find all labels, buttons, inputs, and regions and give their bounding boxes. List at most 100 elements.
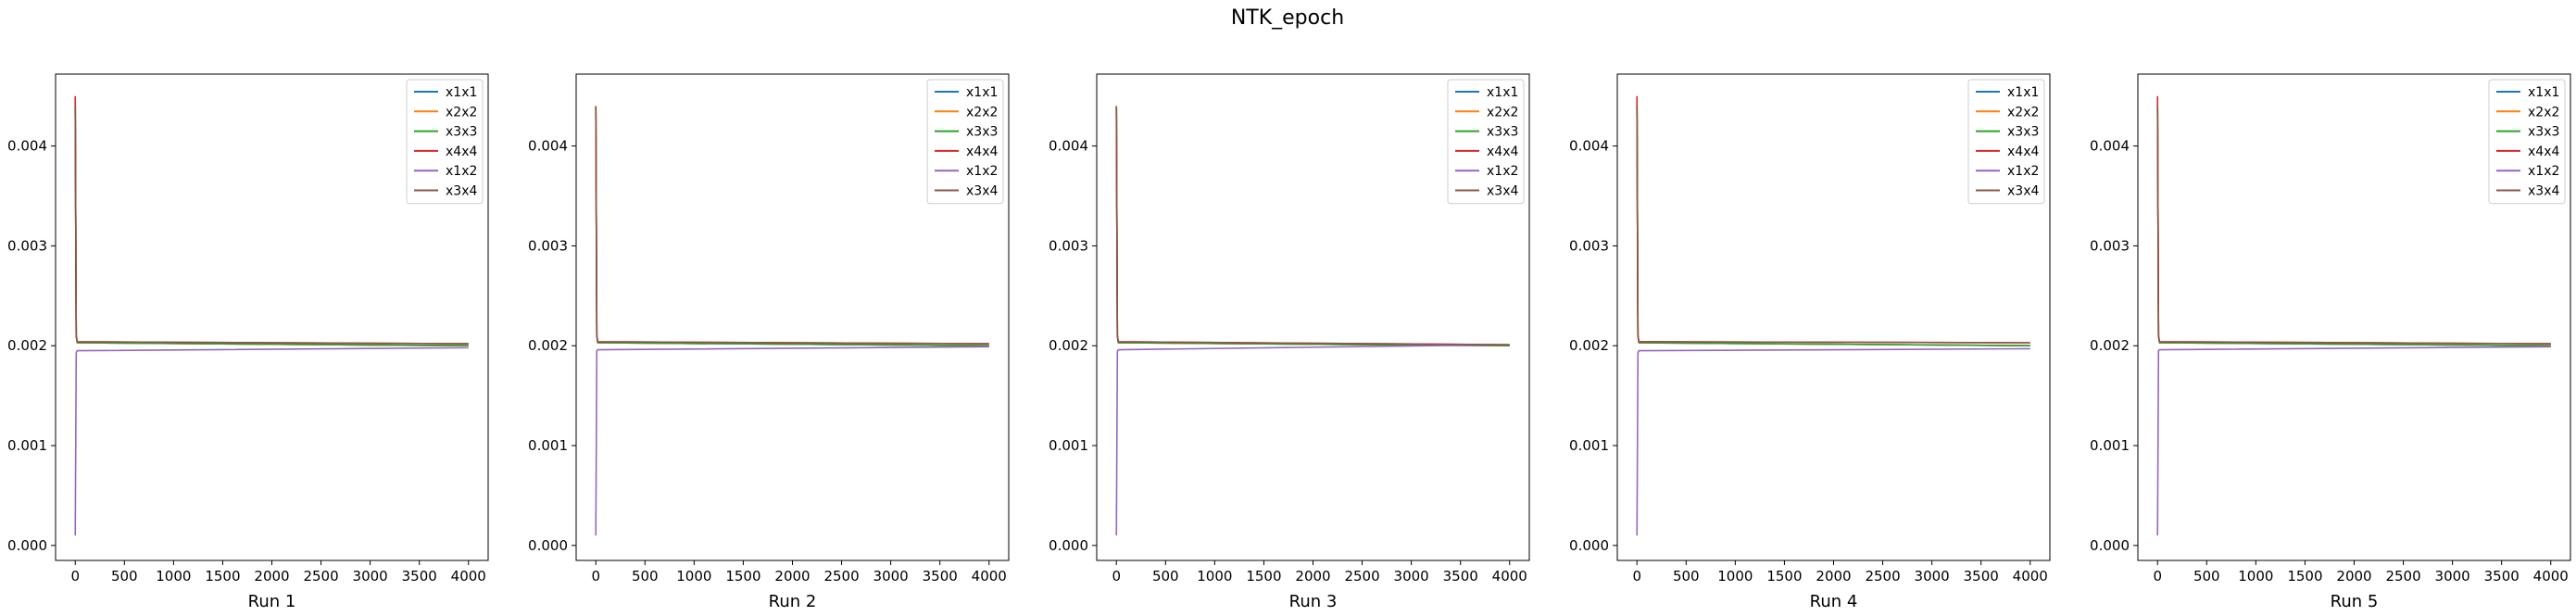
legend-label-x4x4: x4x4 [2007,145,2039,159]
x-tick-label: 4000 [1492,568,1527,585]
x-axis-label: Run 5 [2331,592,2379,611]
series-lines [2156,95,2551,536]
y-tick-label: 0.000 [2090,537,2130,554]
x-tick-label: 2500 [303,568,338,585]
x-tick-label: 1000 [156,568,191,585]
legend: x1x1 x2x2 x3x3 x4x4 x1x2 x3x4 [1967,79,2045,205]
series-line-x3x4 [595,106,989,345]
x-axis-label: Run 1 [248,592,296,611]
y-tick-label: 0.004 [1569,138,1609,155]
x-tick-label: 2000 [2336,568,2371,585]
legend-label-x1x2: x1x2 [1487,164,1518,179]
x-tick-label: 1000 [676,568,711,585]
x-tick-label: 2500 [2385,568,2420,585]
series-lines [1636,95,2030,536]
y-tick-label: 0.000 [1049,537,1088,554]
x-tick-label: 2000 [1295,568,1330,585]
legend-label-x1x1: x1x1 [2007,85,2039,100]
x-tick-label: 4000 [2533,568,2569,585]
legend-label-x1x1: x1x1 [2528,85,2559,100]
legend-label-x1x2: x1x2 [966,164,998,179]
x-tick-label: 2500 [823,568,859,585]
legend-label-x3x4: x3x4 [966,184,998,199]
series-line-x1x2 [2156,346,2551,536]
x-tick-label: 2500 [1344,568,1379,585]
x-tick-label: 0 [1112,568,1121,585]
x-tick-label: 3000 [1394,568,1429,585]
subplot-run-3: 0 500 1000 1500 2000 2500 3000 3500 4000 0.000 0.0… [1049,73,1530,611]
x-axis-label: Run 2 [769,592,817,611]
legend-label-x3x3: x3x3 [1487,125,1518,140]
subplot-run-4: 0 500 1000 1500 2000 2500 3000 3500 4000 0.000 0.0… [1569,73,2051,611]
x-tick-label: 3500 [402,568,437,585]
y-tick-label: 0.002 [1049,337,1088,354]
x-tick-label: 0 [591,568,600,585]
x-tick-label: 1500 [205,568,240,585]
x-tick-label: 1500 [1246,568,1281,585]
x-tick-label: 1000 [2238,568,2273,585]
x-tick-label: 1500 [1766,568,1802,585]
y-tick-label: 0.004 [2090,138,2130,155]
x-tick-label: 3500 [2484,568,2519,585]
series-lines [74,95,469,536]
y-tick-label: 0.001 [1049,437,1088,454]
series-lines [595,106,989,536]
legend-label-x1x2: x1x2 [446,164,477,179]
y-tick-label: 0.001 [1569,437,1609,454]
x-tick-label: 500 [2193,568,2220,585]
legend: x1x1 x2x2 x3x3 x4x4 x1x2 x3x4 [1447,79,1525,205]
legend-label-x4x4: x4x4 [1487,145,1518,159]
subplot-panels: 0 500 1000 1500 2000 2500 3000 3500 4000 0.000 0.0… [7,73,2571,611]
x-tick-label: 2500 [1865,568,1900,585]
legend: x1x1 x2x2 x3x3 x4x4 x1x2 x3x4 [2488,79,2566,205]
x-tick-label: 1500 [2287,568,2322,585]
legend-label-x3x4: x3x4 [1487,184,1518,199]
legend-label-x3x3: x3x3 [2007,125,2039,140]
figure-title: NTK_epoch [1231,6,1344,30]
legend-label-x3x3: x3x3 [966,125,998,140]
x-tick-label: 500 [1673,568,1700,585]
x-axis-label: Run 3 [1289,592,1338,611]
x-tick-label: 4000 [451,568,486,585]
legend: x1x1 x2x2 x3x3 x4x4 x1x2 x3x4 [926,79,1004,205]
x-tick-label: 2000 [774,568,810,585]
legend-label-x1x1: x1x1 [446,85,477,100]
legend-label-x4x4: x4x4 [966,145,998,159]
series-line-x1x2 [1636,347,2030,536]
legend-label-x4x4: x4x4 [2528,145,2559,159]
y-tick-label: 0.001 [2090,437,2130,454]
legend-label-x1x2: x1x2 [2528,164,2559,179]
y-tick-label: 0.001 [7,437,47,454]
legend-label-x1x1: x1x1 [966,85,998,100]
x-tick-label: 3500 [1964,568,1999,585]
legend-label-x1x1: x1x1 [1487,85,1518,100]
x-tick-label: 3000 [1915,568,1950,585]
y-tick-label: 0.000 [528,537,568,554]
legend-label-x2x2: x2x2 [446,105,477,119]
x-tick-label: 0 [2153,568,2162,585]
y-tick-label: 0.002 [1569,337,1609,354]
y-tick-label: 0.003 [2090,237,2130,254]
x-tick-label: 3000 [873,568,909,585]
legend-label-x4x4: x4x4 [446,145,477,159]
series-line-x3x4 [74,106,469,345]
x-tick-label: 500 [111,568,138,585]
x-tick-label: 500 [1152,568,1179,585]
legend-label-x2x2: x2x2 [2528,105,2559,119]
legend-label-x3x3: x3x3 [2528,125,2559,140]
y-tick-label: 0.000 [7,537,47,554]
series-lines [1115,106,1510,536]
y-tick-label: 0.002 [528,337,568,354]
y-tick-label: 0.002 [2090,337,2130,354]
x-tick-label: 3000 [2435,568,2470,585]
y-tick-label: 0.002 [7,337,47,354]
x-tick-label: 2000 [1816,568,1851,585]
y-tick-label: 0.003 [528,237,568,254]
x-tick-label: 4000 [972,568,1007,585]
x-tick-label: 4000 [2013,568,2048,585]
legend-label-x3x4: x3x4 [446,184,477,199]
series-line-x3x4 [2156,106,2551,345]
y-tick-label: 0.004 [1049,138,1088,155]
x-tick-label: 3500 [1443,568,1478,585]
x-axis-label: Run 4 [1810,592,1858,611]
